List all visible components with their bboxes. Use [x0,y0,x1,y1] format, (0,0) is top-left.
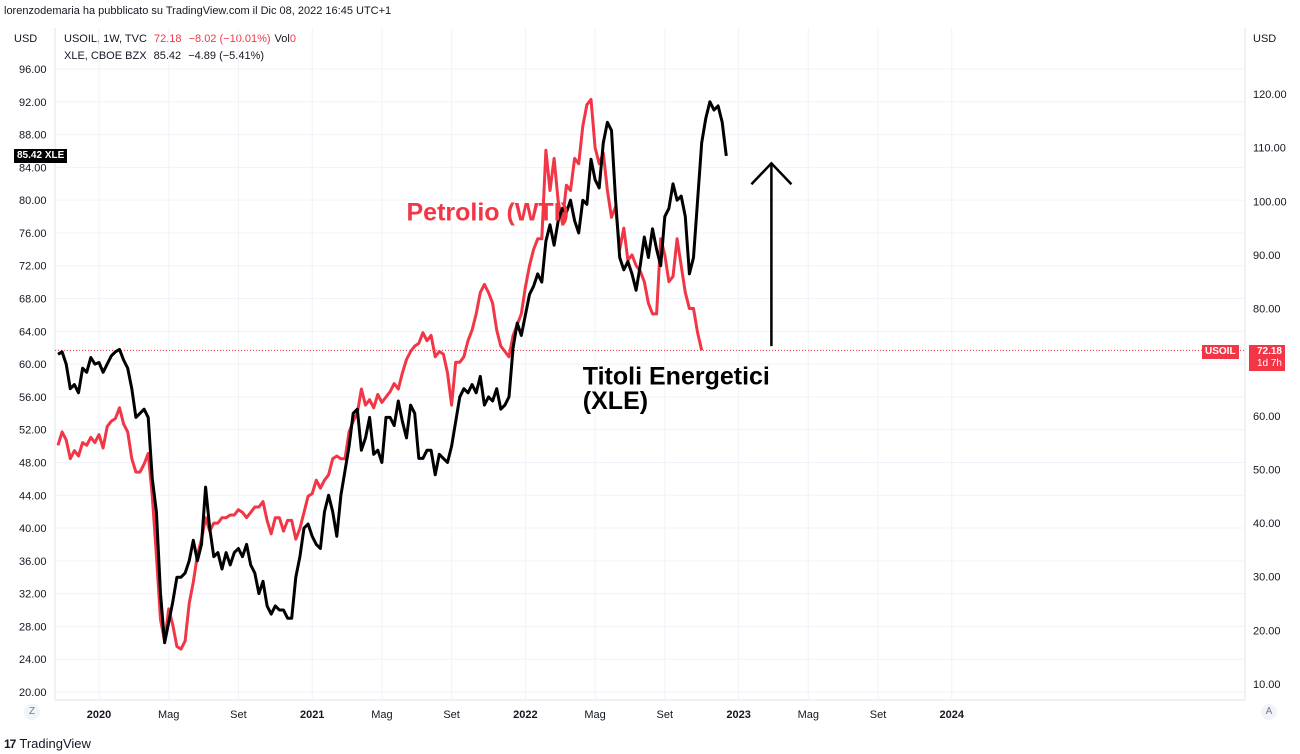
left-axis-unit: USD [14,33,38,45]
left-tick-label: 28.00 [19,621,47,633]
tradingview-brand: TradingView [19,736,91,751]
left-tick-label: 40.00 [19,523,47,535]
left-tick-label: 36.00 [19,556,47,568]
usoil-badge-countdown: 1d 7h [1256,358,1282,369]
right-tick-label: 40.00 [1253,518,1281,530]
legend-xle[interactable]: XLE, CBOE BZX 85.42 −4.89 (−5.41%) [64,50,268,62]
right-tick-label: 20.00 [1253,625,1281,637]
legend-usoil-change: −8.02 (−10.01%) [188,33,271,45]
right-tick-label: 90.00 [1253,250,1281,262]
left-tick-label: 84.00 [19,162,47,174]
x-tick-label: Set [443,709,460,721]
x-tick-label: Mag [584,709,605,721]
x-tick-label: 2023 [726,709,750,721]
left-tick-label: 96.00 [19,64,47,76]
legend-usoil-symbol: USOIL, 1W, TVC [64,33,147,45]
annotation-xle-label: Titoli Energetici [583,363,770,391]
x-tick-label: 2024 [940,709,965,721]
xle-badge-price: 85.42 [17,150,43,161]
left-tick-label: 32.00 [19,589,47,601]
left-tick-label: 72.00 [19,261,47,273]
x-tick-label: Set [657,709,674,721]
legend-vol-label: Vol [274,33,290,45]
right-tick-label: 100.00 [1253,196,1287,208]
right-tick-label: 80.00 [1253,304,1281,316]
xle-price-badge: 85.42 XLE [14,149,68,163]
left-tick-label: 48.00 [19,457,47,469]
x-tick-label: 2022 [513,709,537,721]
left-tick-label: 64.00 [19,326,47,338]
left-tick-label: 52.00 [19,425,47,437]
x-tick-label: Set [230,709,247,721]
left-tick-label: 56.00 [19,392,47,404]
left-tick-label: 60.00 [19,359,47,371]
arrow-head [750,161,793,186]
left-tick-label: 76.00 [19,228,47,240]
x-tick-label: Set [870,709,887,721]
left-tick-label: 68.00 [19,294,47,306]
usoil-label-badge: USOIL [1202,345,1239,359]
annotation-oil-label: Petrolio (WTI) [407,199,569,227]
left-tick-label: 80.00 [19,195,47,207]
legend-usoil[interactable]: USOIL, 1W, TVC 72.18 −8.02 (−10.01%) Vol0 [64,33,300,45]
right-tick-label: 120.00 [1253,89,1287,101]
x-tick-label: 2021 [300,709,324,721]
x-tick-label: Mag [798,709,819,721]
legend-xle-price: 85.42 [153,50,182,62]
auto-scale-left-button[interactable]: Z [24,704,40,720]
usoil-badge-price: 72.18 [1256,346,1282,357]
tradingview-logo[interactable]: 17 TradingView [4,736,91,751]
xle-series-line[interactable] [57,100,728,645]
right-tick-label: 50.00 [1253,464,1281,476]
publication-credit: lorenzodemaria ha pubblicato su TradingV… [4,5,392,17]
auto-scale-right-button[interactable]: A [1261,704,1277,720]
right-tick-label: 30.00 [1253,572,1281,584]
left-tick-label: 24.00 [19,654,47,666]
right-tick-label: 10.00 [1253,679,1281,691]
legend-xle-symbol: XLE, CBOE BZX [64,50,147,62]
right-axis-unit: USD [1253,33,1277,45]
usoil-price-badge: 72.18 1d 7h [1249,345,1285,371]
left-tick-label: 88.00 [19,130,47,142]
x-tick-label: 2020 [87,709,111,721]
legend-usoil-price: 72.18 [154,33,182,45]
annotation-xle-label: (XLE) [583,387,648,415]
x-tick-label: Mag [371,709,392,721]
xle-badge-label: XLE [44,150,65,161]
x-tick-label: Mag [158,709,179,721]
right-tick-label: 110.00 [1253,143,1286,155]
left-tick-label: 44.00 [19,490,47,502]
legend-vol-value: 0 [289,33,296,45]
tradingview-logo-icon: 17 [4,736,16,751]
legend-xle-change: −4.89 (−5.41%) [188,50,265,62]
right-tick-label: 60.00 [1253,411,1281,423]
left-tick-label: 20.00 [19,687,47,699]
left-tick-label: 92.00 [19,97,47,109]
